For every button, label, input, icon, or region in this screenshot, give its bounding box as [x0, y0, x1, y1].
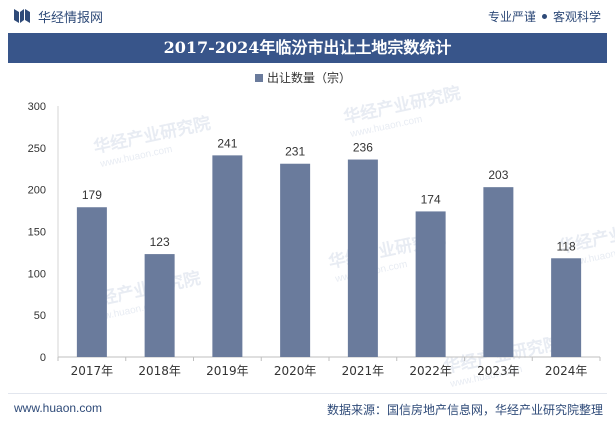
y-tick-label: 150 — [28, 227, 46, 239]
footer: www.huaon.com 数据来源：国信房地产信息网，华经产业研究院整理 — [0, 393, 615, 427]
bar — [280, 163, 311, 357]
x-tick-label: 2022年 — [409, 364, 452, 378]
y-tick-label: 250 — [28, 143, 46, 155]
bar — [483, 187, 514, 357]
slogan: 专业严谨 客观科学 — [488, 8, 601, 25]
y-tick-label: 100 — [28, 268, 46, 280]
chart-title: 2017-2024年临汾市出让土地宗数统计 — [163, 38, 452, 57]
x-tick-label: 2023年 — [477, 364, 520, 378]
legend: 出让数量（宗） — [255, 70, 351, 85]
bar-value-label: 118 — [557, 239, 576, 253]
bar-chart: 华经产业研究院www.huaon.com华经产业研究院www.huaon.com… — [28, 70, 615, 390]
bar — [76, 207, 107, 357]
bar — [347, 159, 378, 357]
bar — [551, 258, 582, 357]
bar — [212, 155, 243, 357]
bar-value-label: 241 — [217, 136, 237, 150]
slogan-left: 专业严谨 — [487, 10, 536, 24]
huajing-logo-icon — [14, 9, 30, 23]
title-bar: 2017-2024年临汾市出让土地宗数统计 — [8, 33, 607, 63]
bar — [144, 254, 175, 357]
footer-url[interactable]: www.huaon.com — [14, 401, 103, 415]
x-tick-label: 2017年 — [71, 364, 114, 378]
dot-separator-icon — [541, 14, 547, 19]
legend-label: 出让数量（宗） — [267, 70, 351, 85]
x-tick-label: 2020年 — [274, 364, 317, 378]
header: 华经情报网 专业严谨 客观科学 — [0, 0, 615, 32]
y-axis: 0 50 100 150 200 250 300 — [28, 101, 59, 364]
x-tick-label: 2019年 — [206, 364, 249, 378]
slogan-right: 客观科学 — [552, 10, 601, 24]
site-name[interactable]: 华经情报网 — [38, 11, 104, 26]
bar-value-label: 179 — [82, 188, 102, 202]
y-tick-label: 0 — [40, 352, 46, 364]
bar-value-label: 203 — [488, 168, 508, 182]
footer-source: 数据来源：国信房地产信息网，华经产业研究院整理 — [326, 403, 603, 417]
bar-value-label: 236 — [353, 141, 373, 155]
x-tick-label: 2024年 — [545, 364, 588, 378]
x-tick-label: 2021年 — [342, 364, 385, 378]
x-tick-label: 2018年 — [138, 364, 181, 378]
bar-value-label: 174 — [421, 192, 441, 206]
y-tick-label: 50 — [34, 310, 46, 322]
bars: 179 123 241 231 236 174 203 118 — [76, 136, 582, 357]
bar-value-label: 123 — [150, 235, 170, 249]
y-tick-label: 200 — [28, 185, 46, 197]
legend-swatch — [255, 74, 263, 82]
footer-divider — [8, 393, 607, 394]
bar — [415, 211, 446, 357]
bar-value-label: 231 — [285, 145, 305, 159]
y-tick-label: 300 — [28, 101, 46, 113]
